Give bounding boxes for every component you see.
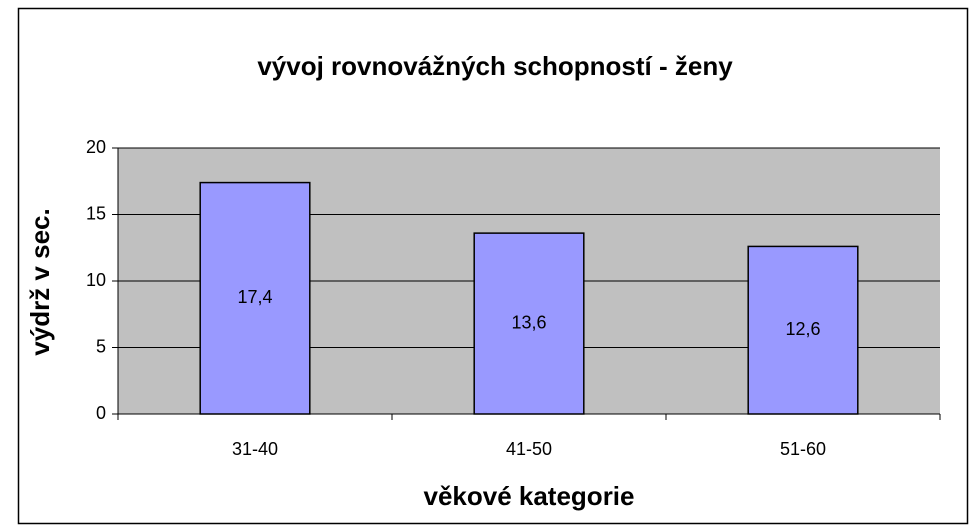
y-tick-label: 5: [96, 336, 106, 356]
x-axis-label: věkové kategorie: [423, 481, 634, 511]
y-tick-label: 0: [96, 403, 106, 423]
chart-title: vývoj rovnovážných schopností - ženy: [257, 51, 733, 81]
y-tick-label: 20: [86, 137, 106, 157]
bar: [199, 181, 311, 415]
x-tick-label: 51-60: [780, 439, 826, 459]
value-label: 13,6: [511, 312, 546, 332]
y-tick-label: 10: [86, 270, 106, 290]
bar: [747, 245, 859, 415]
x-tick-label: 41-50: [506, 439, 552, 459]
y-tick-label: 15: [86, 203, 106, 223]
y-axis-label: výdrž v sec.: [25, 208, 55, 355]
x-tick-label: 31-40: [232, 439, 278, 459]
value-label: 17,4: [237, 287, 272, 307]
value-label: 12,6: [785, 319, 820, 339]
bar: [473, 232, 585, 415]
